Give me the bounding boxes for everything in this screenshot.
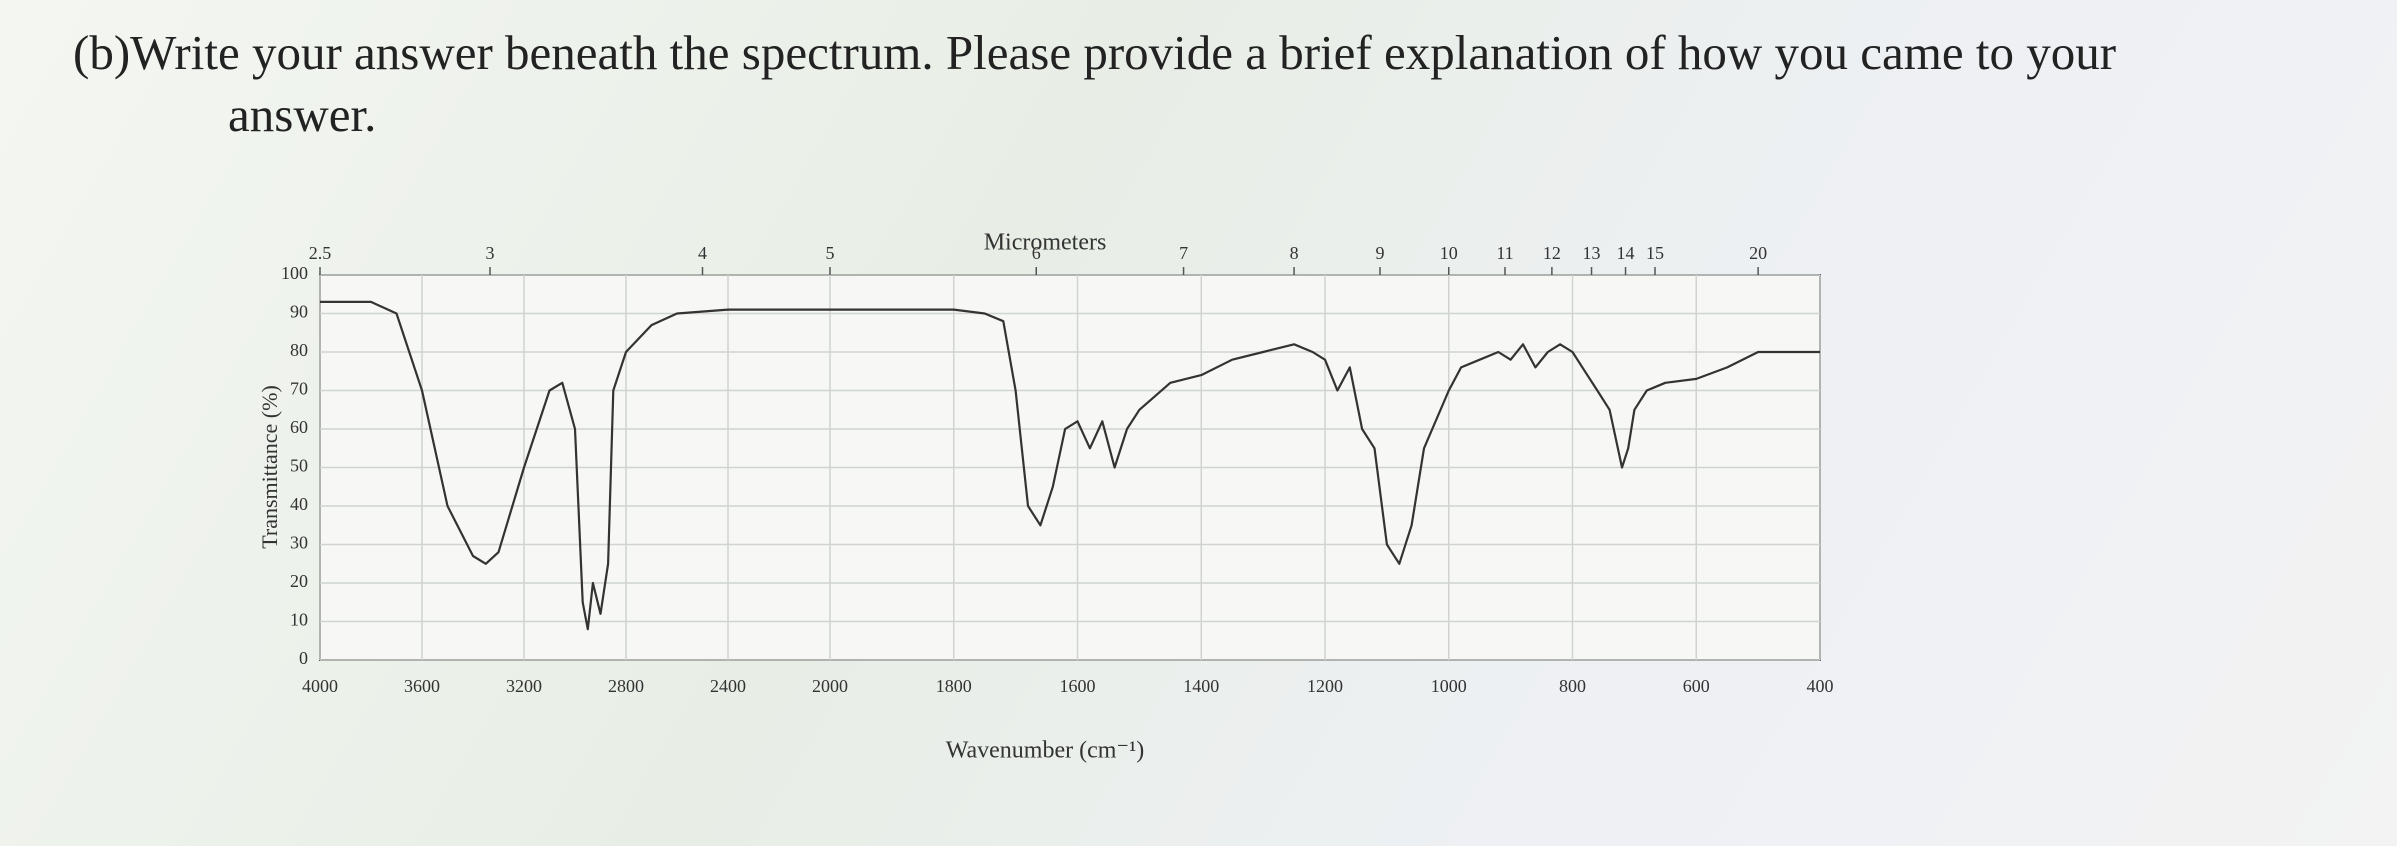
x2-tick-label: 7 bbox=[1179, 243, 1188, 263]
x-tick-label: 1200 bbox=[1307, 676, 1343, 696]
x2-tick-label: 4 bbox=[698, 243, 707, 263]
y-tick-label: 40 bbox=[290, 494, 308, 514]
y-tick-label: 0 bbox=[299, 648, 308, 668]
x-tick-label: 1000 bbox=[1431, 676, 1467, 696]
question: (b)Write your answer beneath the spectru… bbox=[73, 25, 2117, 142]
x2-tick-label: 15 bbox=[1646, 243, 1664, 263]
y-tick-label: 50 bbox=[290, 456, 308, 476]
y-tick-label: 80 bbox=[290, 340, 308, 360]
x-tick-label: 2800 bbox=[608, 676, 644, 696]
x-tick-label: 400 bbox=[1807, 676, 1834, 696]
x2-tick-label: 14 bbox=[1617, 243, 1635, 263]
y-tick-label: 60 bbox=[290, 417, 308, 437]
y-tick-label: 70 bbox=[290, 379, 308, 399]
x-tick-label: 2400 bbox=[710, 676, 746, 696]
x-tick-label: 1600 bbox=[1060, 676, 1096, 696]
x2-tick-label: 5 bbox=[826, 243, 835, 263]
x-tick-label: 3200 bbox=[506, 676, 542, 696]
x2-tick-label: 12 bbox=[1543, 243, 1561, 263]
y-tick-label: 10 bbox=[290, 610, 308, 630]
y-tick-label: 20 bbox=[290, 571, 308, 591]
x2-tick-label: 11 bbox=[1496, 243, 1513, 263]
x2-tick-label: 9 bbox=[1376, 243, 1385, 263]
x2-tick-label: 2.5 bbox=[309, 243, 332, 263]
x-tick-label: 2000 bbox=[812, 676, 848, 696]
x-tick-label: 1400 bbox=[1183, 676, 1219, 696]
y-tick-label: 90 bbox=[290, 302, 308, 322]
x-axis-label: Wavenumber (cm⁻¹) bbox=[946, 738, 1145, 764]
y-axis-label: Transmittance (%) bbox=[257, 385, 282, 549]
x-tick-label: 1800 bbox=[936, 676, 972, 696]
y-tick-label: 30 bbox=[290, 533, 308, 553]
x-tick-label: 800 bbox=[1559, 676, 1586, 696]
x2-tick-label: 10 bbox=[1440, 243, 1458, 263]
x2-tick-label: 8 bbox=[1290, 243, 1299, 263]
x2-tick-label: 3 bbox=[486, 243, 495, 263]
x-tick-label: 600 bbox=[1683, 676, 1710, 696]
x2-tick-label: 13 bbox=[1583, 243, 1601, 263]
y-tick-label: 100 bbox=[281, 263, 308, 283]
x2-tick-label: 20 bbox=[1749, 243, 1767, 263]
x2-axis-label: Micrometers bbox=[984, 230, 1107, 256]
x-tick-label: 4000 bbox=[302, 676, 338, 696]
x-tick-label: 3600 bbox=[404, 676, 440, 696]
spectrum-line bbox=[320, 300, 1820, 631]
x2-tick-label: 6 bbox=[1032, 243, 1041, 263]
